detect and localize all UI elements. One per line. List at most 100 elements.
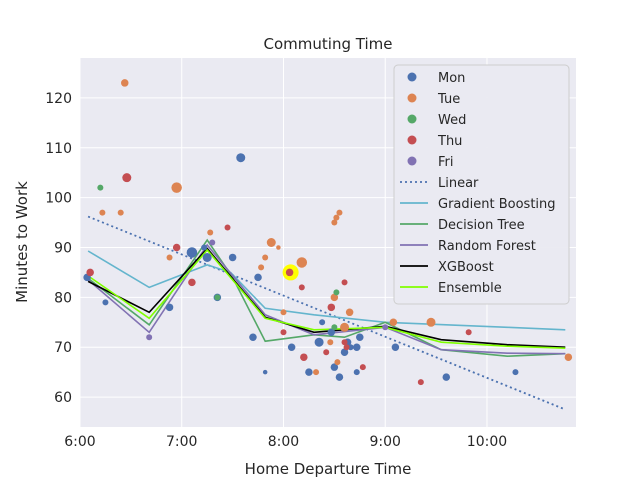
x-tick-label: 7:00 bbox=[166, 434, 197, 450]
point-thu bbox=[298, 284, 305, 291]
point-tue bbox=[117, 209, 124, 216]
y-tick-label: 80 bbox=[54, 290, 72, 306]
legend-entry: XGBoost bbox=[438, 260, 494, 275]
point-mon bbox=[305, 368, 313, 376]
point-thu bbox=[341, 279, 348, 286]
point-thu bbox=[465, 329, 472, 336]
point-fri bbox=[209, 239, 216, 246]
x-axis-label: Home Departure Time bbox=[245, 460, 412, 478]
legend-entry: Decision Tree bbox=[438, 218, 525, 233]
point-thu bbox=[86, 268, 94, 277]
point-mon bbox=[335, 373, 344, 381]
point-thu bbox=[280, 329, 287, 336]
legend-entry: Thu bbox=[437, 134, 462, 149]
point-mon bbox=[512, 369, 519, 376]
point-mon bbox=[391, 343, 400, 351]
point-mon bbox=[352, 343, 361, 351]
point-mon bbox=[340, 348, 349, 356]
line-ensemble bbox=[87, 248, 566, 349]
point-mon bbox=[327, 328, 336, 337]
point-tue bbox=[330, 293, 339, 302]
point-tue bbox=[171, 182, 182, 193]
point-thu bbox=[122, 173, 132, 183]
point-mon bbox=[314, 337, 324, 347]
point-thu bbox=[341, 339, 348, 346]
point-fri bbox=[146, 334, 153, 341]
legend-entry: Random Forest bbox=[438, 239, 536, 254]
point-mon bbox=[236, 153, 246, 163]
legend-entry: Fri bbox=[438, 155, 454, 170]
point-mon bbox=[202, 252, 212, 262]
point-wed bbox=[97, 184, 104, 191]
legend-entry: Ensemble bbox=[438, 281, 502, 296]
point-mon bbox=[165, 303, 174, 312]
point-thu bbox=[188, 278, 196, 287]
point-thu bbox=[343, 344, 350, 351]
y-tick-label: 70 bbox=[54, 340, 72, 356]
point-tue bbox=[280, 309, 287, 316]
point-tue bbox=[262, 254, 269, 261]
legend-marker bbox=[407, 93, 417, 103]
scatter-points bbox=[83, 79, 573, 386]
point-tue bbox=[340, 322, 350, 332]
legend-marker bbox=[407, 156, 417, 166]
point-tue bbox=[296, 257, 308, 268]
point-tue bbox=[266, 238, 276, 247]
point-mon bbox=[228, 253, 237, 262]
legend-marker bbox=[407, 72, 417, 82]
point-mon bbox=[186, 247, 198, 258]
point-mon bbox=[356, 333, 364, 341]
point-wed bbox=[214, 294, 221, 301]
legend-entry: Mon bbox=[438, 71, 465, 86]
y-tick-label: 100 bbox=[45, 191, 72, 207]
point-tue bbox=[276, 245, 281, 250]
chart-title: Commuting Time bbox=[264, 35, 393, 53]
legend-entry: Linear bbox=[438, 176, 479, 191]
point-thu bbox=[327, 303, 336, 312]
point-thu bbox=[417, 379, 424, 386]
point-tue bbox=[331, 219, 338, 226]
point-mon bbox=[319, 319, 326, 326]
point-tue bbox=[426, 317, 436, 327]
point-tue bbox=[564, 353, 573, 361]
point-mon bbox=[442, 373, 451, 381]
point-tue bbox=[336, 209, 343, 216]
y-tick-label: 60 bbox=[54, 390, 72, 406]
y-tick-label: 120 bbox=[45, 91, 72, 107]
point-mon bbox=[353, 369, 360, 376]
point-thu bbox=[172, 243, 181, 252]
point-tue bbox=[345, 308, 354, 317]
legend-entry: Wed bbox=[438, 113, 466, 128]
point-wed bbox=[331, 324, 338, 331]
point-mon bbox=[287, 343, 296, 351]
point-tue bbox=[121, 79, 129, 87]
x-tick-label: 9:00 bbox=[370, 434, 401, 450]
y-tick-label: 90 bbox=[54, 240, 72, 256]
point-tue bbox=[166, 254, 173, 261]
point-tue bbox=[327, 339, 334, 346]
axis-ticks: 6:00 7:00 8:00 9:00 10:00 60 70 80 90 100 110 120 bbox=[45, 91, 507, 450]
point-mon bbox=[330, 363, 339, 371]
point-thu bbox=[224, 224, 231, 231]
model-lines bbox=[87, 215, 566, 411]
point-tue bbox=[333, 214, 340, 221]
point-thu bbox=[359, 364, 366, 371]
x-tick-label: 10:00 bbox=[467, 434, 507, 450]
point-tue bbox=[389, 318, 398, 327]
point-thu bbox=[285, 268, 294, 277]
point-wed bbox=[333, 289, 340, 296]
y-axis-label: Minutes to Work bbox=[13, 181, 31, 303]
y-tick-label: 110 bbox=[45, 141, 72, 157]
legend-box bbox=[393, 64, 570, 305]
legend-marker bbox=[407, 114, 417, 124]
legend: Mon Tue Wed Thu Fri Linear Gradient Boosting De… bbox=[393, 64, 570, 305]
point-tue bbox=[334, 359, 341, 366]
x-tick-label: 6:00 bbox=[64, 434, 95, 450]
point-tue bbox=[99, 209, 106, 216]
line-random-forest bbox=[87, 243, 566, 355]
point-tue bbox=[258, 264, 265, 271]
point-thu bbox=[323, 349, 330, 356]
legend-entry: Tue bbox=[437, 92, 460, 107]
point-fri bbox=[382, 324, 389, 331]
